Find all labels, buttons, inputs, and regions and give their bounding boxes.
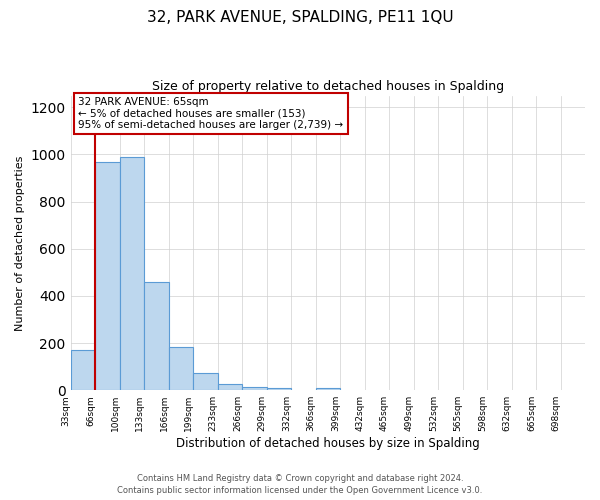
X-axis label: Distribution of detached houses by size in Spalding: Distribution of detached houses by size …: [176, 437, 479, 450]
Bar: [119, 157, 144, 390]
Title: Size of property relative to detached houses in Spalding: Size of property relative to detached ho…: [152, 80, 504, 93]
Y-axis label: Number of detached properties: Number of detached properties: [15, 155, 25, 330]
Bar: [144, 282, 169, 390]
Text: Contains HM Land Registry data © Crown copyright and database right 2024.
Contai: Contains HM Land Registry data © Crown c…: [118, 474, 482, 495]
Bar: [193, 372, 218, 390]
Bar: [316, 388, 340, 390]
Bar: [71, 350, 95, 390]
Bar: [242, 386, 266, 390]
Text: 32, PARK AVENUE, SPALDING, PE11 1QU: 32, PARK AVENUE, SPALDING, PE11 1QU: [146, 10, 454, 25]
Text: 32 PARK AVENUE: 65sqm
← 5% of detached houses are smaller (153)
95% of semi-deta: 32 PARK AVENUE: 65sqm ← 5% of detached h…: [78, 97, 343, 130]
Bar: [218, 384, 242, 390]
Bar: [266, 388, 291, 390]
Bar: [169, 346, 193, 390]
Bar: [95, 162, 119, 390]
